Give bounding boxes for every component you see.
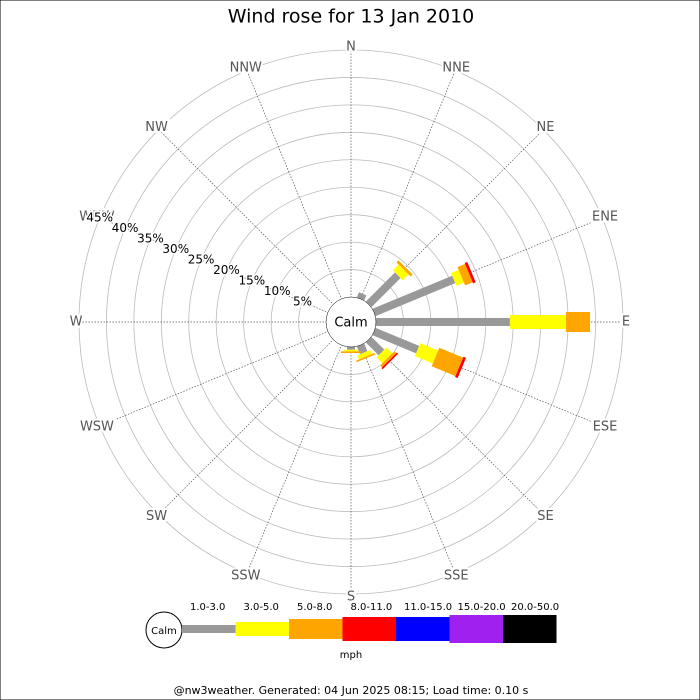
bar-segment [365,272,401,308]
bar-segment [457,263,473,286]
bar-segment [396,260,413,277]
direction-label: SW [146,509,167,524]
legend-label: 5.0-8.0 [297,602,332,613]
bar-segment [376,347,393,364]
bar-segment [392,264,409,281]
radial-line [350,321,456,574]
bar-segment [347,347,355,350]
radial-line [246,70,352,323]
direction-label: ESE [593,420,618,435]
bar-segment [455,356,467,379]
direction-label: W [70,315,83,330]
direction-label: S [347,590,355,605]
legend-swatch [396,617,450,641]
r-tick-label: 20% [213,263,240,277]
direction-label: NNW [230,60,262,75]
r-tick-label: 30% [162,242,189,256]
bar-segment [380,351,397,368]
bar-segment [451,269,464,286]
legend-calm-label: Calm [151,626,177,637]
bar-segment [415,343,439,364]
bar-segment [356,292,367,301]
legend-swatch [182,625,236,633]
r-tick-label: 25% [188,252,215,266]
direction-label: NW [145,120,168,135]
bar-segment [431,347,464,377]
direction-label: WSW [80,420,114,435]
bar-segment [376,318,510,326]
radial-line [350,70,456,323]
legend-swatch [235,622,289,636]
r-tick-label: 35% [137,231,164,245]
direction-label: WNW [79,209,115,224]
legend-swatch [342,617,396,641]
r-tick-label: 40% [112,221,139,235]
direction-label: NE [536,120,554,135]
bar-segment [365,336,385,356]
footer: @nw3weather. Generated: 04 Jun 2025 08:1… [174,684,529,697]
legend-label: 15.0-20.0 [458,602,506,613]
r-tick-label: 10% [264,284,291,298]
bar-segment [381,352,399,370]
radial-line [99,217,352,323]
direction-label: SE [537,509,553,524]
calm-circle [325,296,377,348]
bar-segment [372,327,420,354]
radial-line [246,321,352,574]
bar-segment [509,315,566,329]
legend-swatch [289,619,343,639]
legend-label: 3.0-5.0 [244,602,279,613]
radial-line [158,129,352,323]
calm-label: Calm [334,316,367,331]
chart-title: Wind rose for 13 Jan 2010 [228,6,475,28]
legend-label: 1.0-3.0 [190,602,225,613]
legend-label: 11.0-15.0 [404,602,452,613]
direction-label: N [346,40,356,55]
bar-segment [357,350,372,360]
bar-segment [356,352,376,363]
radial-line [158,321,352,515]
direction-label: NNE [442,60,470,75]
legend-label: 8.0-11.0 [351,602,393,613]
direction-label: SSE [444,569,469,584]
grid-ring [106,77,596,567]
bar-segment [341,351,361,354]
legend-swatch [503,615,557,643]
r-tick-label: 45% [86,210,113,224]
bar-segment [372,275,456,317]
direction-label: ENE [592,209,618,224]
legend-label: 20.0-50.0 [511,602,559,613]
grid-ring [78,49,624,595]
r-tick-label: 15% [239,273,266,287]
bar-segment [464,261,476,284]
direction-label: E [622,315,630,330]
unit-label: mph [340,650,362,661]
r-tick-label: 5% [293,294,312,308]
bar-segment [344,349,358,352]
bar-segment [565,312,591,332]
legend-swatch [449,615,503,643]
radial-line [99,321,352,427]
direction-label: SSW [231,569,261,584]
